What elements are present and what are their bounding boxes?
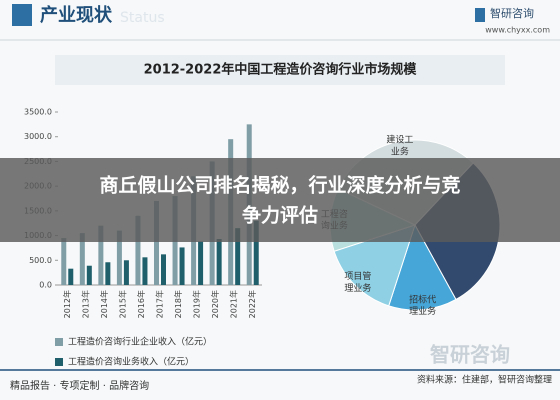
x-tick-label: 2017年 — [155, 290, 165, 318]
chart-title: 2012-2022年中国工程造价咨询行业市场规模 — [144, 62, 418, 78]
header-icon — [12, 4, 32, 26]
x-tick-label: 2021年 — [229, 290, 239, 318]
bar — [179, 247, 185, 285]
header-title: 产业现状 — [40, 4, 113, 26]
banner-line: 商丘假山公司排名揭秘，行业深度分析与竞 — [99, 174, 460, 197]
pie-label: 项目管理业务 — [344, 270, 371, 294]
bar — [198, 241, 204, 285]
y-tick-label: 3500.0 — [24, 108, 52, 117]
footer-watermark: 智研咨询 — [430, 343, 510, 367]
x-tick-label: 2022年 — [247, 290, 257, 318]
footer-right: 资料来源：住建部，智研咨询整理 — [417, 374, 552, 386]
x-tick-label: 2018年 — [173, 290, 183, 318]
title-box — [55, 55, 505, 85]
x-tick-label: 2015年 — [117, 290, 127, 318]
bar — [105, 262, 111, 285]
y-tick-label: 3000.0 — [24, 132, 52, 141]
x-tick-label: 2014年 — [99, 290, 109, 318]
header-url: www.chyxx.com — [485, 26, 550, 35]
brand-icon — [475, 8, 485, 22]
banner-line: 争力评估 — [242, 204, 318, 227]
x-tick-label: 2019年 — [192, 290, 202, 318]
footer-left: 精品报告 · 专项定制 · 品牌咨询 — [10, 379, 149, 392]
bar — [61, 238, 67, 285]
bar — [135, 215, 141, 285]
x-tick-label: 2012年 — [62, 290, 72, 318]
legend-label: 工程造价咨询行业企业收入（亿元） — [68, 336, 212, 348]
bar — [86, 265, 92, 285]
legend-label: 工程造价咨询业务收入（亿元） — [68, 356, 194, 368]
bar — [123, 260, 129, 285]
banner — [0, 158, 560, 242]
x-tick-label: 2013年 — [80, 290, 90, 318]
pie-label: 招标代理业务 — [409, 293, 436, 317]
bar — [116, 230, 122, 285]
bar — [68, 268, 74, 285]
bar — [98, 225, 104, 285]
pie-label: 建设工业务 — [386, 133, 413, 157]
bar — [235, 228, 241, 285]
bar — [79, 233, 85, 285]
header-brand: 智研咨询 — [490, 6, 534, 20]
header-watermark: Status — [120, 10, 165, 26]
bar — [161, 254, 166, 285]
legend-swatch — [55, 338, 63, 346]
x-tick-label: 2020年 — [210, 290, 220, 318]
pie-slice — [388, 223, 457, 311]
x-tick-label: 2016年 — [136, 290, 146, 318]
y-tick-label: 0.0 — [39, 281, 52, 290]
bar — [216, 239, 222, 285]
bar — [154, 200, 159, 285]
legend-swatch — [55, 358, 63, 366]
bar — [253, 220, 259, 285]
bar — [142, 257, 148, 285]
y-tick-label: 500.0 — [29, 256, 52, 265]
